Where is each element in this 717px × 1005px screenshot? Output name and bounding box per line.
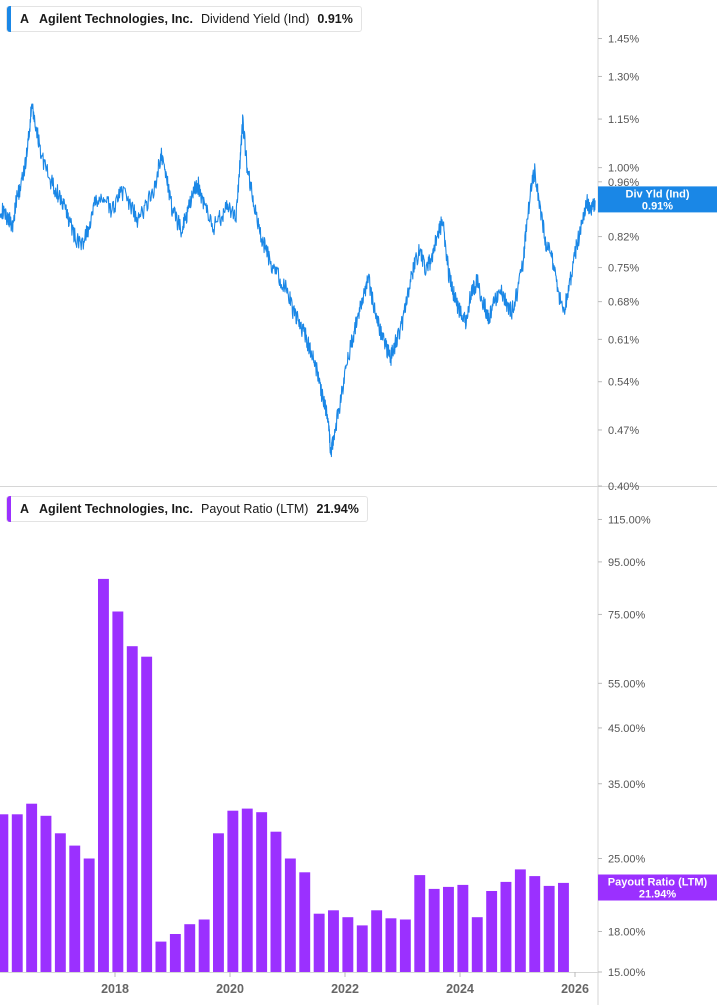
x-tick-label: 2020: [216, 982, 244, 996]
yield-value-tag-text: Div Yld (Ind): [626, 188, 690, 200]
payout-bar: [414, 875, 426, 972]
y-tick-label: 0.82%: [608, 232, 639, 244]
payout-bar: [399, 919, 411, 972]
payout-bar: [98, 578, 109, 972]
payout-bar: [11, 814, 23, 972]
payout-bar: [256, 812, 268, 972]
payout-bar: [54, 833, 66, 972]
axis-layer: 1.45% 1.30% 1.15% 1.00% 0.96% 0.82% 0.75% 0.68%…: [101, 34, 651, 996]
payout-bar: [299, 872, 311, 972]
payout-bar: [26, 803, 38, 972]
payout-bar: [342, 917, 354, 972]
x-tick-label: 2022: [331, 982, 359, 996]
payout-bar: [514, 869, 526, 972]
payout-bar: [385, 918, 397, 972]
payout-bar: [241, 808, 253, 972]
payout-bar: [500, 881, 512, 972]
yield-value-tag-bg: [598, 186, 717, 213]
y-tick-label: 15.00%: [608, 967, 646, 979]
payout-bar: [40, 815, 52, 972]
legend-metric: Dividend Yield (Ind): [200, 12, 310, 26]
payout-bar: [69, 845, 81, 972]
y-tick-label: 45.00%: [608, 723, 646, 735]
payout-bar: [457, 884, 469, 972]
legend-company: Agilent Technologies, Inc.: [39, 12, 193, 26]
y-tick-label: 0.40%: [608, 481, 639, 493]
payout-bar: [213, 833, 224, 972]
payout-bar: [155, 941, 167, 972]
payout-bar: [198, 919, 210, 972]
payout-bar: [270, 831, 282, 972]
legend-company: Agilent Technologies, Inc.: [39, 502, 193, 516]
y-tick-label: 1.30%: [608, 71, 639, 83]
y-tick-label: 0.54%: [608, 377, 639, 389]
payout-bar: [471, 917, 483, 972]
y-tick-label: 0.47%: [608, 425, 639, 437]
legend-value: 0.91%: [317, 12, 353, 26]
payout-bar: [529, 876, 541, 972]
payout-bar: [356, 925, 368, 972]
legend-payout-ratio[interactable]: A Agilent Technologies, Inc. Payout Rati…: [6, 496, 368, 522]
payout-bar: [227, 810, 239, 972]
payout-bar: [486, 891, 498, 972]
payout-bar: [284, 858, 296, 972]
x-tick-label: 2026: [561, 982, 589, 996]
y-tick-label: 35.00%: [608, 779, 646, 791]
payout-bar: [126, 646, 138, 972]
payout-bar: [543, 885, 555, 972]
payout-bar: [428, 888, 440, 972]
legend-metric: Payout Ratio (LTM): [200, 502, 309, 516]
payout-bar: [83, 858, 95, 972]
x-tick-label: 2024: [446, 982, 474, 996]
payout-value-tag-bg: [598, 874, 717, 901]
yield-value-tag-text: 0.91%: [642, 200, 673, 212]
payout-value-tag-text: Payout Ratio (LTM): [608, 877, 708, 889]
payout-bar-layer: [0, 578, 569, 972]
payout-bar: [141, 656, 153, 972]
legend-ticker: A: [20, 502, 30, 516]
payout-bar: [112, 611, 124, 972]
payout-bar: [0, 814, 9, 972]
y-tick-label: 1.00%: [608, 163, 639, 175]
payout-bar: [184, 924, 196, 972]
payout-bar: [371, 910, 383, 972]
payout-bar: [443, 886, 454, 972]
payout-value-tag-text: 21.94%: [639, 889, 677, 901]
series-color-swatch: [7, 496, 11, 522]
payout-bar: [313, 913, 325, 972]
legend-dividend-yield[interactable]: A Agilent Technologies, Inc. Dividend Yi…: [6, 6, 362, 32]
value-tag-layer: Div Yld (Ind)0.91% Payout Ratio (LTM)21.9…: [598, 186, 717, 901]
y-tick-label: 115.00%: [608, 514, 651, 526]
yield-line-layer: [0, 103, 596, 458]
y-tick-label: 0.75%: [608, 263, 639, 275]
y-tick-label: 0.68%: [608, 297, 639, 309]
x-tick-label: 2018: [101, 982, 129, 996]
y-tick-label: 25.00%: [608, 854, 646, 866]
y-tick-label: 18.00%: [608, 926, 646, 938]
legend-value: 21.94%: [316, 502, 359, 516]
y-tick-label: 0.96%: [608, 177, 639, 189]
y-tick-label: 95.00%: [608, 557, 646, 569]
y-tick-label: 55.00%: [608, 678, 646, 690]
series-color-swatch: [7, 6, 11, 32]
dividend-yield-line: [0, 103, 596, 458]
y-tick-label: 1.15%: [608, 114, 639, 126]
y-tick-label: 0.61%: [608, 334, 639, 346]
payout-bar: [558, 882, 569, 972]
legend-ticker: A: [20, 12, 30, 26]
payout-bar: [169, 934, 181, 972]
y-tick-label: 1.45%: [608, 34, 639, 46]
y-tick-label: 75.00%: [608, 609, 646, 621]
payout-bar: [328, 910, 339, 972]
